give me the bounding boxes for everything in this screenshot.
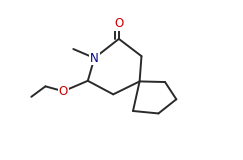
Text: N: N [90,52,99,64]
Text: O: O [114,17,123,30]
Text: O: O [59,85,68,98]
